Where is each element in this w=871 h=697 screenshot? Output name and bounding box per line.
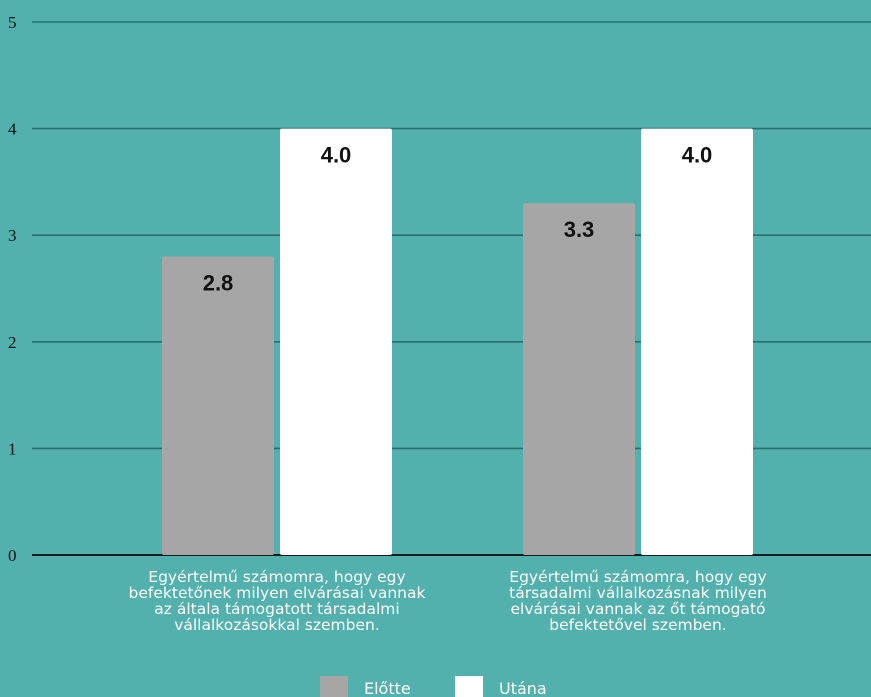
y-tick-label: 3 bbox=[8, 226, 17, 245]
y-tick-label: 2 bbox=[8, 333, 17, 352]
legend-label-utana: Utána bbox=[499, 679, 547, 697]
data-label: 2.8 bbox=[203, 271, 234, 296]
data-label: 3.3 bbox=[564, 217, 595, 242]
x-category-label-line: vállalkozásokkal szemben. bbox=[174, 616, 380, 634]
x-category-label-line: Egyértelmű számomra, hogy egy bbox=[148, 568, 405, 586]
x-category-label: Egyértelmű számomra, hogy egy befektetőne… bbox=[129, 568, 426, 634]
y-tick-label: 1 bbox=[8, 439, 17, 458]
bar-elotte-1 bbox=[162, 256, 274, 555]
x-category-label-line: befektetőnek milyen elvárásai vannak bbox=[129, 584, 426, 602]
y-axis-ticks: 0 1 2 3 4 5 bbox=[8, 13, 17, 565]
x-category-label-line: befektetővel szemben. bbox=[549, 616, 726, 634]
bar-elotte-2 bbox=[523, 203, 635, 555]
y-tick-label: 5 bbox=[8, 13, 17, 32]
y-tick-label: 0 bbox=[8, 546, 17, 565]
y-tick-label: 4 bbox=[8, 120, 17, 139]
x-category-label: Egyértelmű számomra, hogy egy társadalmi … bbox=[509, 568, 767, 634]
x-category-label-line: elvárásai vannak az őt támogató bbox=[510, 600, 765, 618]
data-label: 4.0 bbox=[321, 143, 352, 168]
legend-swatch-utana bbox=[455, 676, 483, 697]
bar-utana-2 bbox=[641, 128, 753, 555]
x-axis-labels: Egyértelmű számomra, hogy egy befektetőne… bbox=[129, 568, 767, 634]
legend: Előtte Utána bbox=[320, 676, 547, 697]
legend-label-elotte: Előtte bbox=[364, 679, 411, 697]
x-category-label-line: az általa támogatott társadalmi bbox=[154, 600, 399, 618]
legend-swatch-elotte bbox=[320, 676, 348, 697]
bars: 2.8 3.3 4.0 4.0 bbox=[162, 128, 753, 555]
x-category-label-line: Egyértelmű számomra, hogy egy bbox=[509, 568, 766, 586]
data-label: 4.0 bbox=[682, 143, 713, 168]
bar-utana-1 bbox=[280, 128, 392, 555]
x-category-label-line: társadalmi vállalkozásnak milyen bbox=[509, 584, 767, 602]
